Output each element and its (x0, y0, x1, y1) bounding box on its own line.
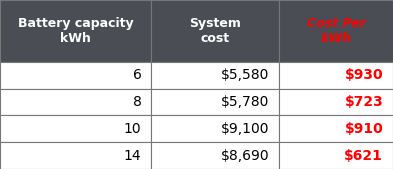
Text: $723: $723 (344, 95, 383, 109)
Text: 6: 6 (132, 68, 141, 82)
Bar (151, 0, 279, 62)
Bar (0, 62, 151, 89)
Bar (0, 0, 151, 62)
Bar (279, 89, 393, 115)
Text: $910: $910 (344, 122, 383, 136)
Text: 14: 14 (124, 149, 141, 163)
Text: $9,100: $9,100 (221, 122, 269, 136)
Bar (151, 62, 279, 89)
Bar (0, 89, 151, 115)
Bar (151, 89, 279, 115)
Text: Battery capacity
kWh: Battery capacity kWh (18, 17, 134, 45)
Bar (151, 115, 279, 142)
Text: $621: $621 (344, 149, 383, 163)
Text: Cost Per
kWh: Cost Per kWh (307, 17, 365, 45)
Text: 10: 10 (124, 122, 141, 136)
Bar (279, 62, 393, 89)
Text: $930: $930 (345, 68, 383, 82)
Text: $5,580: $5,580 (221, 68, 269, 82)
Bar (279, 115, 393, 142)
Bar (279, 0, 393, 62)
Bar (279, 142, 393, 169)
Text: $8,690: $8,690 (220, 149, 269, 163)
Text: System
cost: System cost (189, 17, 241, 45)
Text: $5,780: $5,780 (221, 95, 269, 109)
Text: 8: 8 (132, 95, 141, 109)
Bar (0, 115, 151, 142)
Bar (0, 142, 151, 169)
Bar (151, 142, 279, 169)
